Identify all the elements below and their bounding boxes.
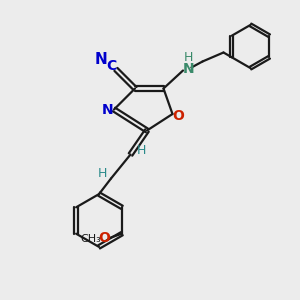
Text: N: N	[102, 103, 113, 116]
Text: C: C	[106, 59, 116, 73]
Text: H: H	[97, 167, 107, 180]
Text: H: H	[184, 51, 193, 64]
Text: O: O	[172, 109, 184, 122]
Text: O: O	[98, 231, 110, 245]
Text: N: N	[94, 52, 107, 67]
Text: N: N	[183, 62, 194, 76]
Text: H: H	[137, 144, 147, 158]
Text: CH₃: CH₃	[80, 234, 101, 244]
